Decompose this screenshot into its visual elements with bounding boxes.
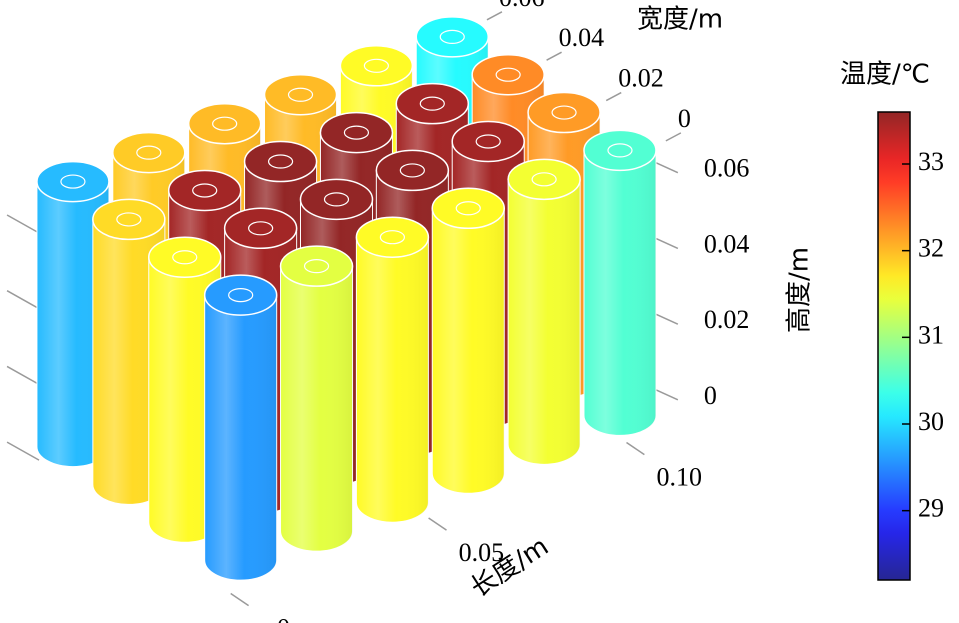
cell-terminal (228, 287, 254, 303)
cell-terminal (531, 172, 557, 187)
cell-top (319, 111, 394, 154)
cell-terminal (267, 154, 294, 169)
cell-terminal (303, 259, 330, 274)
y-tick (605, 91, 622, 102)
cell-terminal (399, 163, 425, 178)
colorbar-tick-label: 33 (918, 147, 944, 176)
x-tick (230, 592, 250, 607)
cell-top (148, 236, 222, 279)
x-tick-label: 0 (277, 614, 290, 623)
cell-shine (148, 257, 221, 543)
cell-top (451, 120, 525, 163)
x-tick (428, 517, 447, 531)
cell-terminal (248, 221, 274, 236)
cell-terminal (475, 134, 501, 149)
cell-shine (280, 266, 353, 552)
cell-top (527, 91, 601, 134)
cell-terminal (323, 192, 350, 207)
cell-top (112, 131, 186, 174)
x-tick-label: 0.10 (657, 463, 703, 492)
cell-terminal (551, 105, 577, 120)
z-tick (6, 214, 40, 234)
cell-terminal (136, 145, 162, 160)
cell-terminal (419, 96, 445, 111)
colorbar-tick-label: 30 (918, 407, 944, 436)
z-axis-label: 高度/m (785, 247, 815, 333)
y-tick-label: 0.06 (499, 0, 545, 12)
cell-top (263, 74, 338, 116)
z-tick-label: 0.06 (704, 154, 750, 183)
cell-top (375, 149, 450, 192)
cell-terminal (172, 250, 198, 265)
cell-terminal (495, 67, 521, 82)
z-tick-label: 0 (704, 381, 717, 410)
z-tick (655, 162, 679, 174)
cell-top (223, 207, 298, 250)
cell-shine (356, 237, 429, 523)
z-tick (6, 365, 40, 386)
y-tick (546, 51, 562, 61)
z-tick (6, 290, 40, 310)
x-tick-label: 0.05 (459, 538, 505, 567)
cell-top (92, 198, 166, 241)
cell-top (203, 274, 278, 316)
cell-top (299, 178, 374, 221)
colorbar-tick-label: 32 (918, 234, 944, 263)
cell-terminal (343, 125, 370, 140)
cell-top (583, 129, 657, 172)
cell-top (355, 216, 430, 258)
cell-shine (204, 295, 277, 581)
cell-terminal (212, 116, 238, 131)
y-axis-label: 宽度/m (637, 5, 723, 35)
z-tick-label: 0.02 (704, 305, 750, 334)
cell-top (339, 45, 414, 87)
x-tick (626, 441, 645, 456)
y-tick (665, 132, 682, 142)
z-tick (655, 237, 679, 250)
cell-shine (36, 181, 109, 467)
colorbar-tick-label: 31 (918, 320, 944, 349)
cell-terminal (379, 230, 405, 245)
z-tick (655, 389, 679, 401)
z-tick (655, 313, 679, 325)
cell-top (279, 245, 354, 287)
cell-shine (508, 179, 581, 465)
cell-shine (583, 150, 656, 436)
cell-terminal (607, 143, 633, 158)
z-tick-label: 0.04 (704, 229, 750, 258)
cell-terminal (439, 29, 465, 44)
cell-terminal (116, 212, 142, 227)
colorbar-title: 温度/℃ (840, 60, 930, 90)
cell-top (507, 158, 581, 201)
cell-shine (432, 208, 505, 494)
cell-terminal (192, 183, 218, 198)
cell-top (471, 53, 545, 96)
y-tick-label: 0.04 (559, 23, 605, 52)
cell-top (36, 160, 110, 203)
plot (6, 11, 682, 607)
cell-top (395, 82, 470, 125)
colorbar-tick-label: 29 (918, 494, 944, 523)
cell-top (243, 140, 318, 183)
y-tick-label: 0.02 (618, 64, 664, 93)
cell-top (167, 169, 242, 212)
cell-top (431, 187, 506, 230)
y-tick (486, 11, 503, 21)
z-tick (6, 441, 40, 461)
cell-shine (92, 219, 165, 505)
cell-terminal (455, 201, 481, 216)
cell-top (415, 16, 489, 58)
y-tick-label: 0 (678, 104, 691, 133)
colorbar (877, 111, 911, 581)
cell-top (187, 102, 262, 145)
cell-terminal (363, 58, 389, 73)
cell-terminal (60, 174, 86, 189)
cell-terminal (287, 87, 314, 102)
